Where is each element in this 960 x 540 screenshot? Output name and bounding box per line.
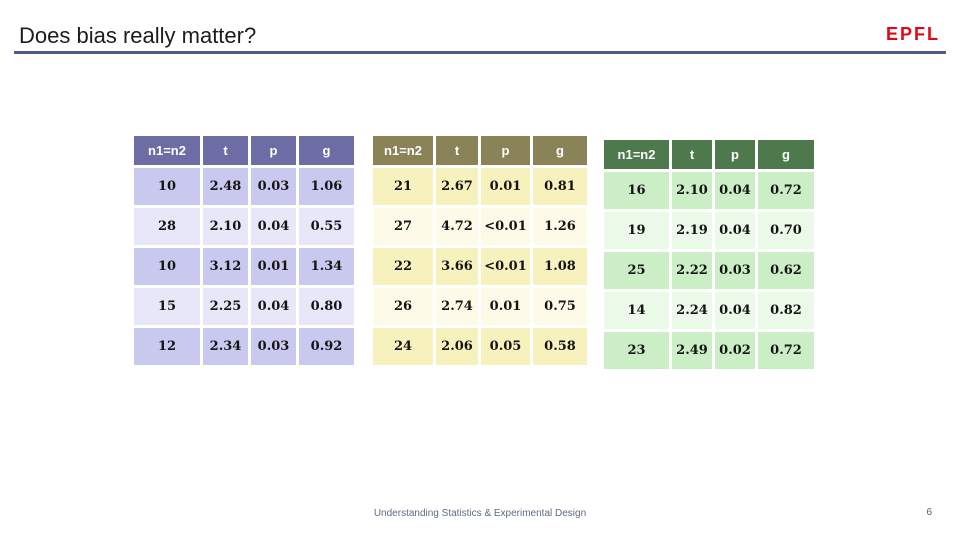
column-header: t (203, 136, 248, 165)
table-cell: 10 (134, 248, 200, 285)
column-header: t (436, 136, 478, 165)
purple-results-table: n1=n2 t p g 10 2.48 0.03 1.06 28 2.10 0.04 0.55 10 3… (131, 133, 357, 368)
table-cell: 0.01 (481, 168, 530, 205)
table-cell: 0.62 (758, 252, 814, 289)
column-header: g (533, 136, 587, 165)
table-cell: 25 (604, 252, 669, 289)
table-cell: 4.72 (436, 208, 478, 245)
table-cell: 2.74 (436, 288, 478, 325)
column-header: g (758, 140, 814, 169)
table-cell: 0.82 (758, 292, 814, 329)
page-title: Does bias really matter? (19, 23, 257, 48)
page-number: 6 (926, 507, 932, 518)
column-header: n1=n2 (373, 136, 433, 165)
yellow-results-table: n1=n2 t p g 21 2.67 0.01 0.81 27 4.72 <0.01 1.26 22… (370, 133, 590, 368)
table-cell: <0.01 (481, 248, 530, 285)
table-row: 10 2.48 0.03 1.06 (134, 168, 354, 205)
table-cell: 0.04 (251, 288, 296, 325)
table-cell: 26 (373, 288, 433, 325)
table-cell: 0.04 (715, 292, 755, 329)
column-header: n1=n2 (604, 140, 669, 169)
table-cell: 3.66 (436, 248, 478, 285)
title-underline-rule (14, 51, 946, 54)
table-cell: 0.75 (533, 288, 587, 325)
table-cell: 1.06 (299, 168, 354, 205)
table-header-row: n1=n2 t p g (373, 136, 587, 165)
table-cell: 0.81 (533, 168, 587, 205)
footer-course-title: Understanding Statistics & Experimental … (373, 508, 587, 519)
table-cell: 2.22 (672, 252, 712, 289)
table-cell: 0.92 (299, 328, 354, 365)
table-cell: 0.72 (758, 332, 814, 369)
table-cell: 0.72 (758, 172, 814, 209)
table-cell: 0.03 (715, 252, 755, 289)
table-row: 25 2.22 0.03 0.62 (604, 252, 814, 289)
table-header-row: n1=n2 t p g (134, 136, 354, 165)
table-cell: 2.06 (436, 328, 478, 365)
table-cell: 14 (604, 292, 669, 329)
table-cell: 0.03 (251, 328, 296, 365)
table-cell: 0.58 (533, 328, 587, 365)
table-cell: 2.10 (203, 208, 248, 245)
table-cell: 22 (373, 248, 433, 285)
table-cell: 2.67 (436, 168, 478, 205)
table-row: 12 2.34 0.03 0.92 (134, 328, 354, 365)
column-header: p (715, 140, 755, 169)
table-row: 28 2.10 0.04 0.55 (134, 208, 354, 245)
table-row: 16 2.10 0.04 0.72 (604, 172, 814, 209)
table-cell: 10 (134, 168, 200, 205)
table-cell: 16 (604, 172, 669, 209)
table-cell: 28 (134, 208, 200, 245)
table-cell: 0.03 (251, 168, 296, 205)
table-cell: 2.34 (203, 328, 248, 365)
table-cell: 2.10 (672, 172, 712, 209)
table-cell: 2.25 (203, 288, 248, 325)
table-cell: 2.49 (672, 332, 712, 369)
table-header-row: n1=n2 t p g (604, 140, 814, 169)
table-row: 26 2.74 0.01 0.75 (373, 288, 587, 325)
table-cell: 0.01 (481, 288, 530, 325)
table-cell: 0.55 (299, 208, 354, 245)
table-cell: 0.04 (251, 208, 296, 245)
column-header: g (299, 136, 354, 165)
table-row: 19 2.19 0.04 0.70 (604, 212, 814, 249)
table-cell: <0.01 (481, 208, 530, 245)
table-cell: 1.08 (533, 248, 587, 285)
table-cell: 1.26 (533, 208, 587, 245)
table-cell: 0.70 (758, 212, 814, 249)
column-header: n1=n2 (134, 136, 200, 165)
column-header: t (672, 140, 712, 169)
table-cell: 0.04 (715, 212, 755, 249)
table-cell: 2.24 (672, 292, 712, 329)
table-cell: 0.04 (715, 172, 755, 209)
table-row: 24 2.06 0.05 0.58 (373, 328, 587, 365)
column-header: p (481, 136, 530, 165)
epfl-logo: EPFL (885, 24, 940, 44)
table-cell: 3.12 (203, 248, 248, 285)
table-cell: 21 (373, 168, 433, 205)
table-cell: 1.34 (299, 248, 354, 285)
table-row: 27 4.72 <0.01 1.26 (373, 208, 587, 245)
table-cell: 24 (373, 328, 433, 365)
table-cell: 2.19 (672, 212, 712, 249)
table-row: 21 2.67 0.01 0.81 (373, 168, 587, 205)
table-row: 15 2.25 0.04 0.80 (134, 288, 354, 325)
table-cell: 0.05 (481, 328, 530, 365)
table-cell: 23 (604, 332, 669, 369)
column-header: p (251, 136, 296, 165)
green-results-table: n1=n2 t p g 16 2.10 0.04 0.72 19 2.19 0.04 0.70 25 2… (601, 137, 817, 372)
table-row: 14 2.24 0.04 0.82 (604, 292, 814, 329)
table-row: 22 3.66 <0.01 1.08 (373, 248, 587, 285)
table-cell: 0.02 (715, 332, 755, 369)
table-cell: 0.01 (251, 248, 296, 285)
table-cell: 0.80 (299, 288, 354, 325)
table-cell: 27 (373, 208, 433, 245)
table-cell: 2.48 (203, 168, 248, 205)
table-cell: 15 (134, 288, 200, 325)
table-cell: 12 (134, 328, 200, 365)
table-row: 23 2.49 0.02 0.72 (604, 332, 814, 369)
table-cell: 19 (604, 212, 669, 249)
table-row: 10 3.12 0.01 1.34 (134, 248, 354, 285)
